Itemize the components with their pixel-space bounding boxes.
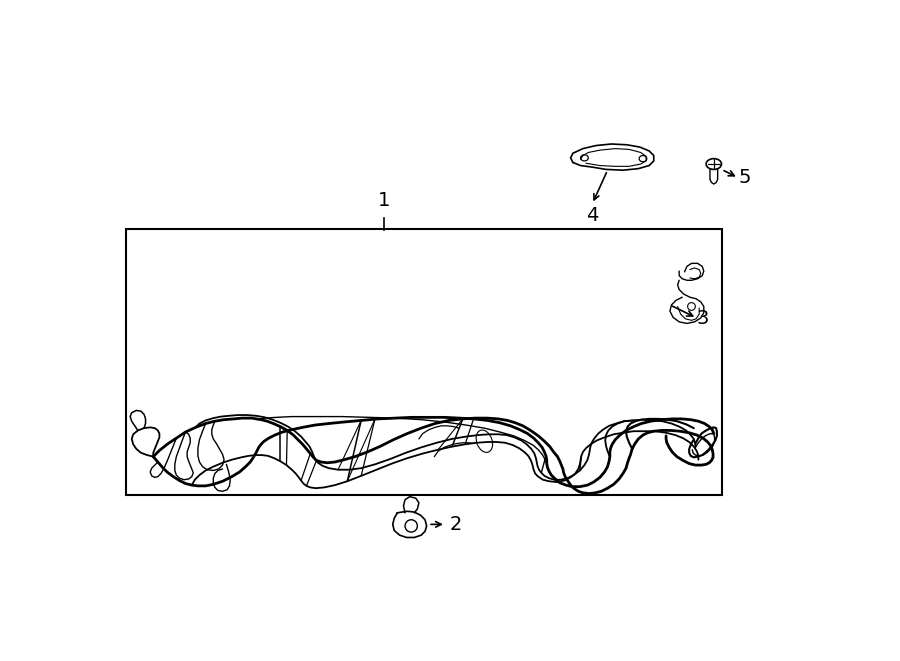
Text: 4: 4 (586, 206, 598, 225)
Text: 3: 3 (697, 309, 709, 327)
Bar (126, 229, 722, 495)
Text: 5: 5 (738, 169, 751, 187)
Text: 1: 1 (378, 191, 391, 210)
Text: 2: 2 (450, 515, 462, 534)
